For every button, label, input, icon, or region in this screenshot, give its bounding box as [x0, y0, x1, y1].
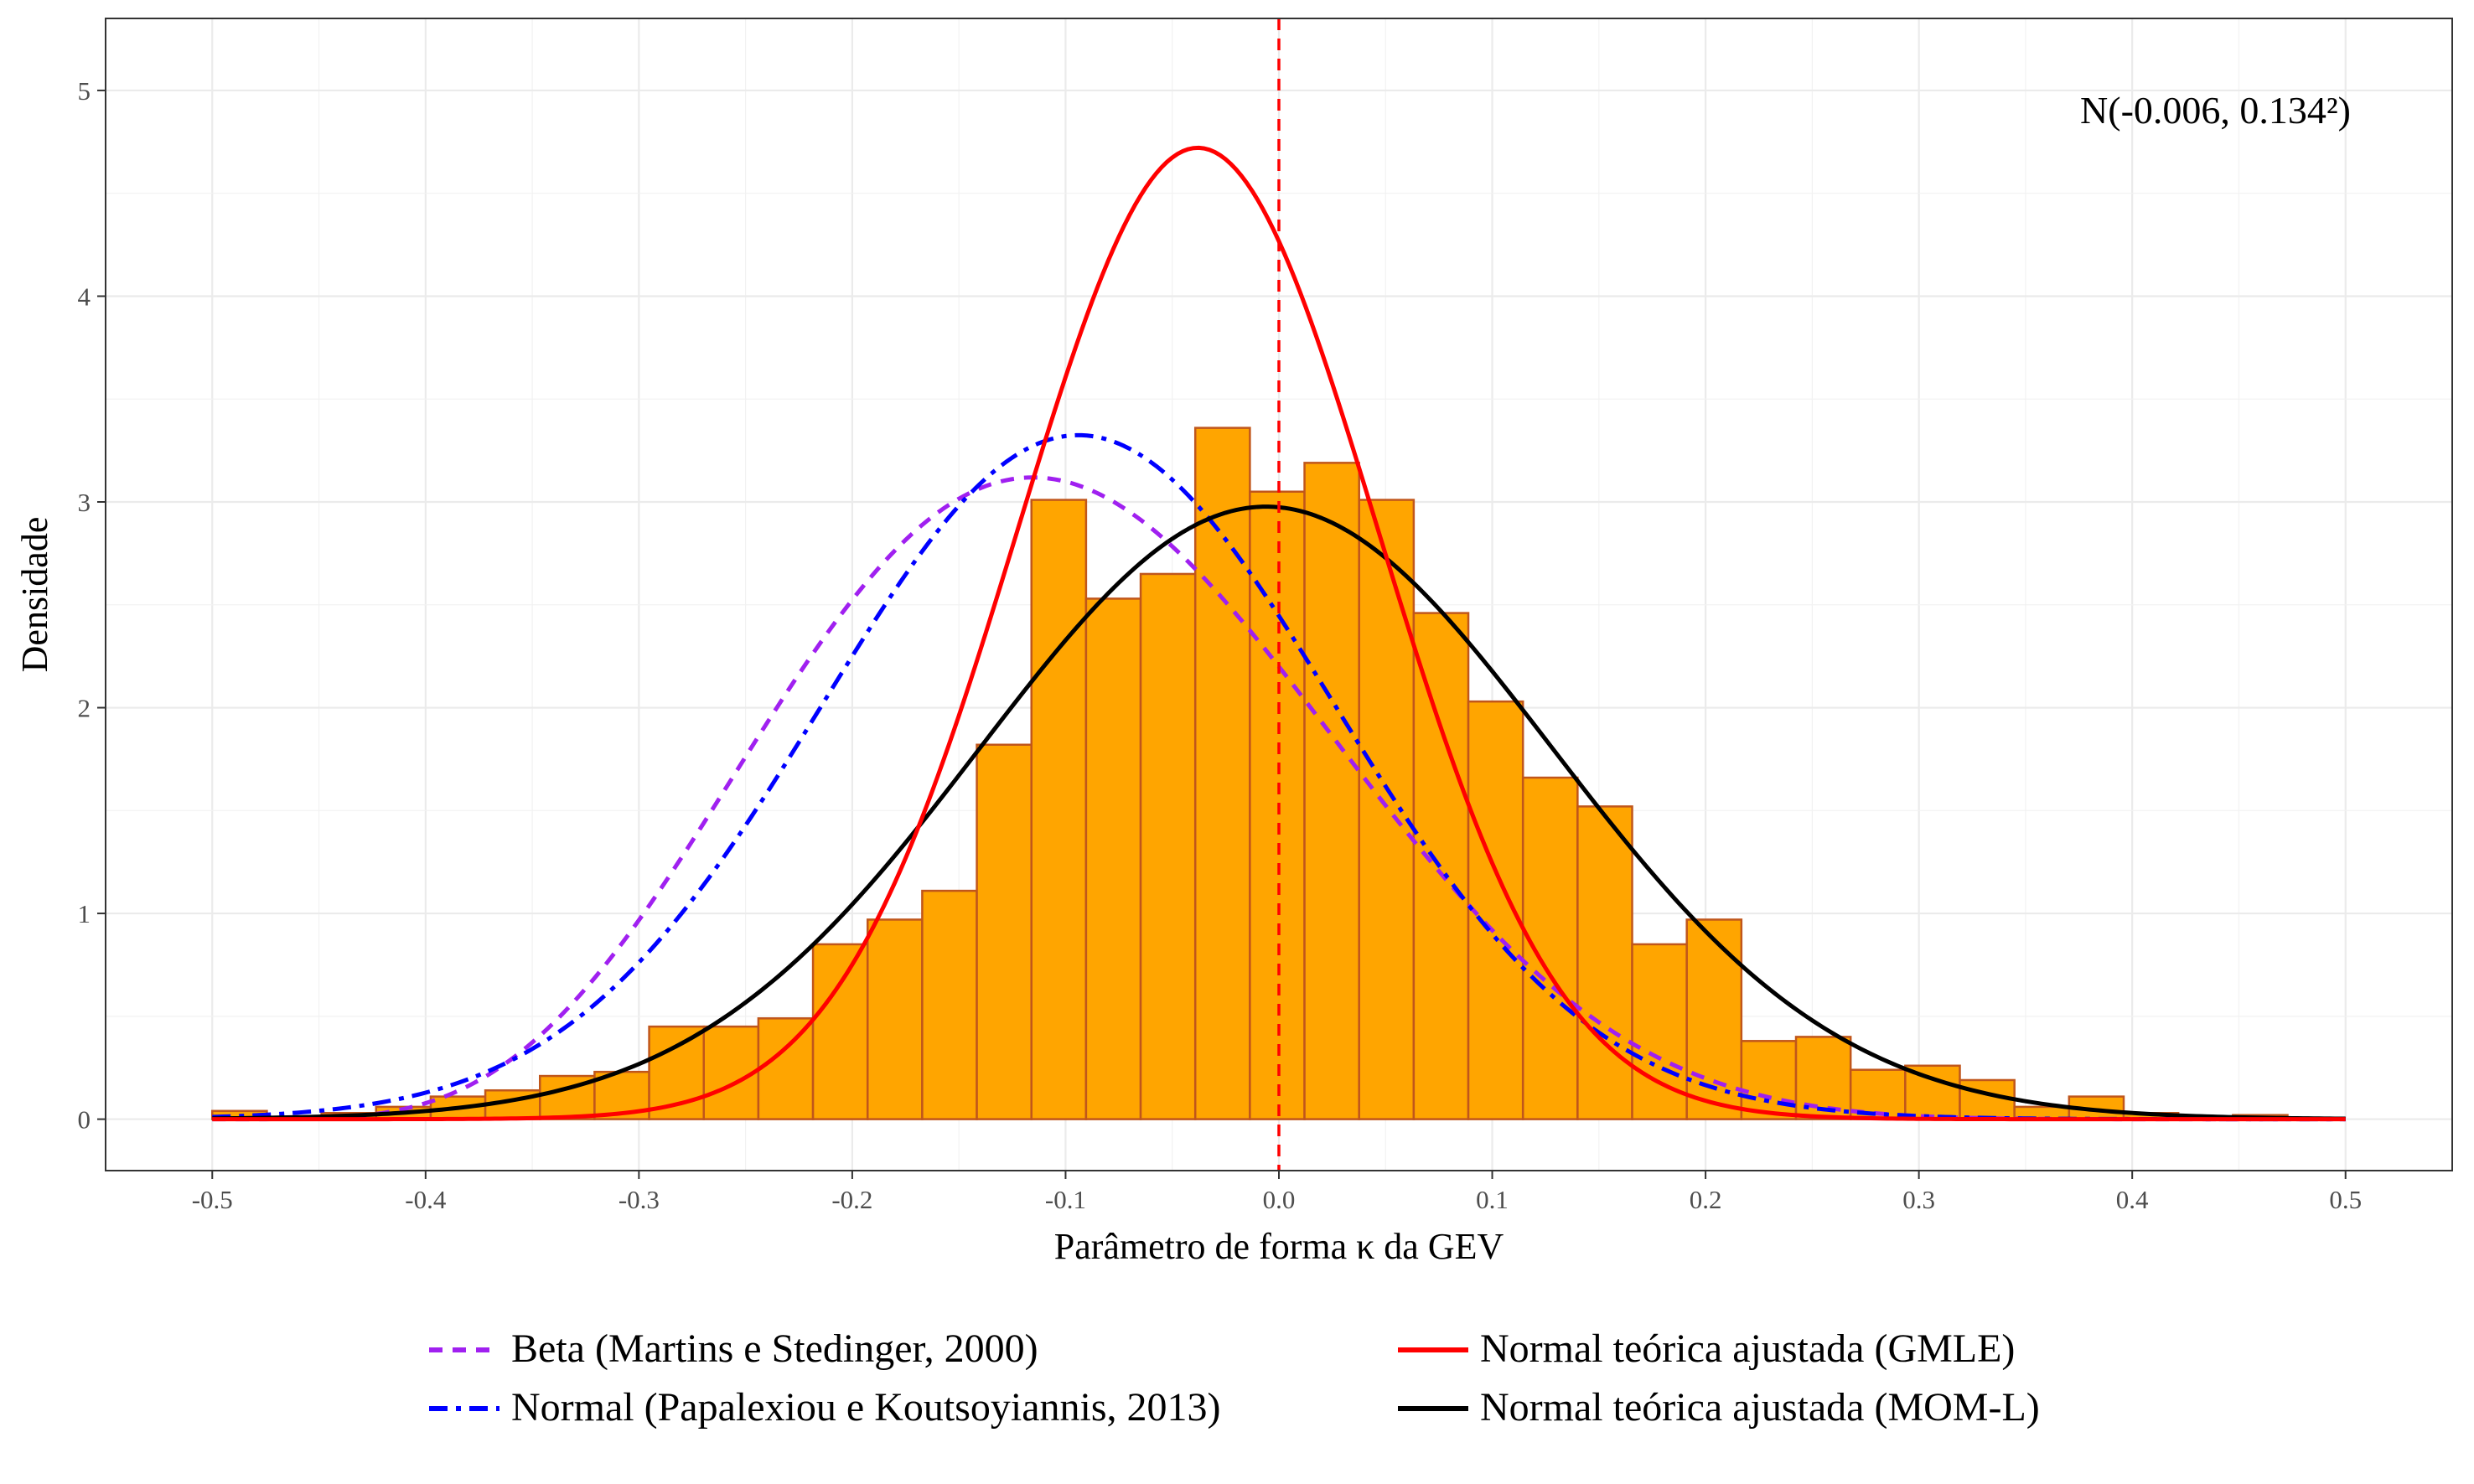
y-tick-label: 0 — [78, 1105, 91, 1135]
histogram-bar — [921, 889, 978, 1120]
y-tick-label: 5 — [78, 76, 91, 106]
distribution-annotation: N(-0.006, 0.134²) — [2080, 89, 2351, 132]
legend-label-2: Normal teórica ajustada (GMLE) — [1480, 1326, 2015, 1371]
y-tick-label: 4 — [78, 282, 91, 311]
x-tick-label: -0.3 — [618, 1185, 660, 1214]
x-tick-label: 0.0 — [1263, 1185, 1296, 1214]
histogram-bar — [648, 1025, 705, 1120]
histogram-bar — [757, 1017, 815, 1120]
histogram-bar — [866, 918, 924, 1120]
x-tick-label: -0.2 — [831, 1185, 872, 1214]
y-tick-label: 3 — [78, 488, 91, 517]
histogram-bar — [1904, 1064, 1961, 1120]
histogram-bar — [1193, 427, 1251, 1120]
histogram-bar — [811, 943, 869, 1120]
y-axis-ticks: 0 1 2 3 4 5 — [78, 76, 106, 1135]
y-axis-title: Densidade — [14, 517, 55, 673]
x-tick-label: -0.4 — [405, 1185, 447, 1214]
x-tick-label: 0.5 — [2329, 1185, 2362, 1214]
histogram-bar — [1084, 597, 1142, 1120]
legend-label-3: Normal teórica ajustada (MOM-L) — [1480, 1385, 2040, 1430]
legend-label-1: Normal (Papalexiou e Koutsoyiannis, 2013… — [511, 1385, 1221, 1430]
legend-label-0: Beta (Martins e Stedinger, 2000) — [511, 1326, 1038, 1371]
x-tick-label: 0.4 — [2116, 1185, 2149, 1214]
histogram-bar — [1139, 572, 1197, 1120]
histogram-bar — [1030, 499, 1088, 1120]
legend: Beta (Martins e Stedinger, 2000) Normal (… — [429, 1326, 2040, 1430]
x-tick-label: 0.3 — [1902, 1185, 1935, 1214]
x-tick-label: -0.1 — [1045, 1185, 1086, 1214]
histogram-bar — [1521, 776, 1579, 1120]
x-tick-label: 0.1 — [1476, 1185, 1509, 1214]
histogram-bar — [976, 743, 1033, 1120]
x-axis-title: Parâmetro de forma κ da GEV — [1054, 1226, 1504, 1267]
histogram-bar — [1576, 805, 1633, 1120]
histogram-bar — [1303, 462, 1360, 1120]
x-axis-ticks: -0.5 -0.4 -0.3 -0.2 -0.1 0.0 0.1 0.2 0.3 0.4 0.5 — [192, 1171, 2362, 1214]
y-tick-label: 1 — [78, 899, 91, 928]
x-tick-label: -0.5 — [192, 1185, 233, 1214]
y-tick-label: 2 — [78, 694, 91, 723]
histogram-bar — [1358, 499, 1416, 1120]
histogram-bar — [1249, 490, 1306, 1120]
x-tick-label: 0.2 — [1690, 1185, 1722, 1214]
histogram-bar — [1740, 1040, 1798, 1120]
